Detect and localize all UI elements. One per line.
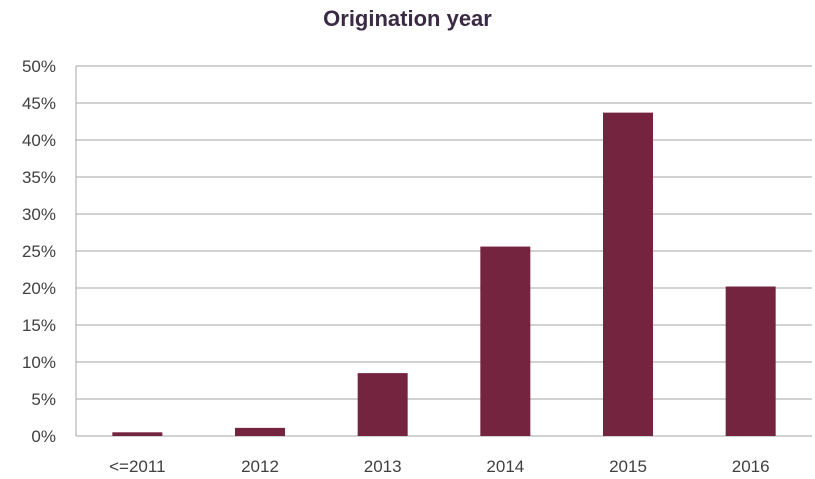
y-tick-label-10: 10% — [22, 353, 56, 372]
x-category-label-2014: 2014 — [486, 457, 524, 476]
chart-title: Origination year — [323, 6, 492, 31]
bar-2013 — [357, 373, 408, 436]
x-category-label-2013: 2013 — [364, 457, 402, 476]
y-tick-label-40: 40% — [22, 131, 56, 150]
y-tick-label-15: 15% — [22, 316, 56, 335]
x-category-label-2015: 2015 — [609, 457, 647, 476]
y-axis-tick-labels: 0% 5% 10% 15% 20% 25% 30% 35% 40% 45% 50% — [22, 57, 56, 446]
grid-lines — [75, 65, 812, 437]
y-tick-label-0: 0% — [31, 427, 56, 446]
bar-2015 — [603, 112, 653, 437]
bars — [112, 112, 776, 437]
y-tick-label-20: 20% — [22, 279, 56, 298]
x-category-label-2012: 2012 — [241, 457, 279, 476]
x-category-label-<=2011: <=2011 — [109, 457, 165, 476]
y-tick-label-25: 25% — [22, 242, 56, 261]
y-tick-label-35: 35% — [22, 168, 56, 187]
bar-2012 — [235, 427, 285, 436]
bar-2014 — [480, 246, 531, 436]
bar-2016 — [725, 286, 776, 436]
y-tick-label-50: 50% — [22, 57, 56, 76]
bar-<=2011 — [112, 432, 163, 436]
x-axis-category-labels: <=2011 2012 2013 2014 2015 2016 — [109, 457, 769, 476]
x-category-label-2016: 2016 — [732, 457, 770, 476]
y-tick-label-30: 30% — [22, 205, 56, 224]
y-tick-label-45: 45% — [22, 94, 56, 113]
y-tick-label-5: 5% — [31, 390, 56, 409]
